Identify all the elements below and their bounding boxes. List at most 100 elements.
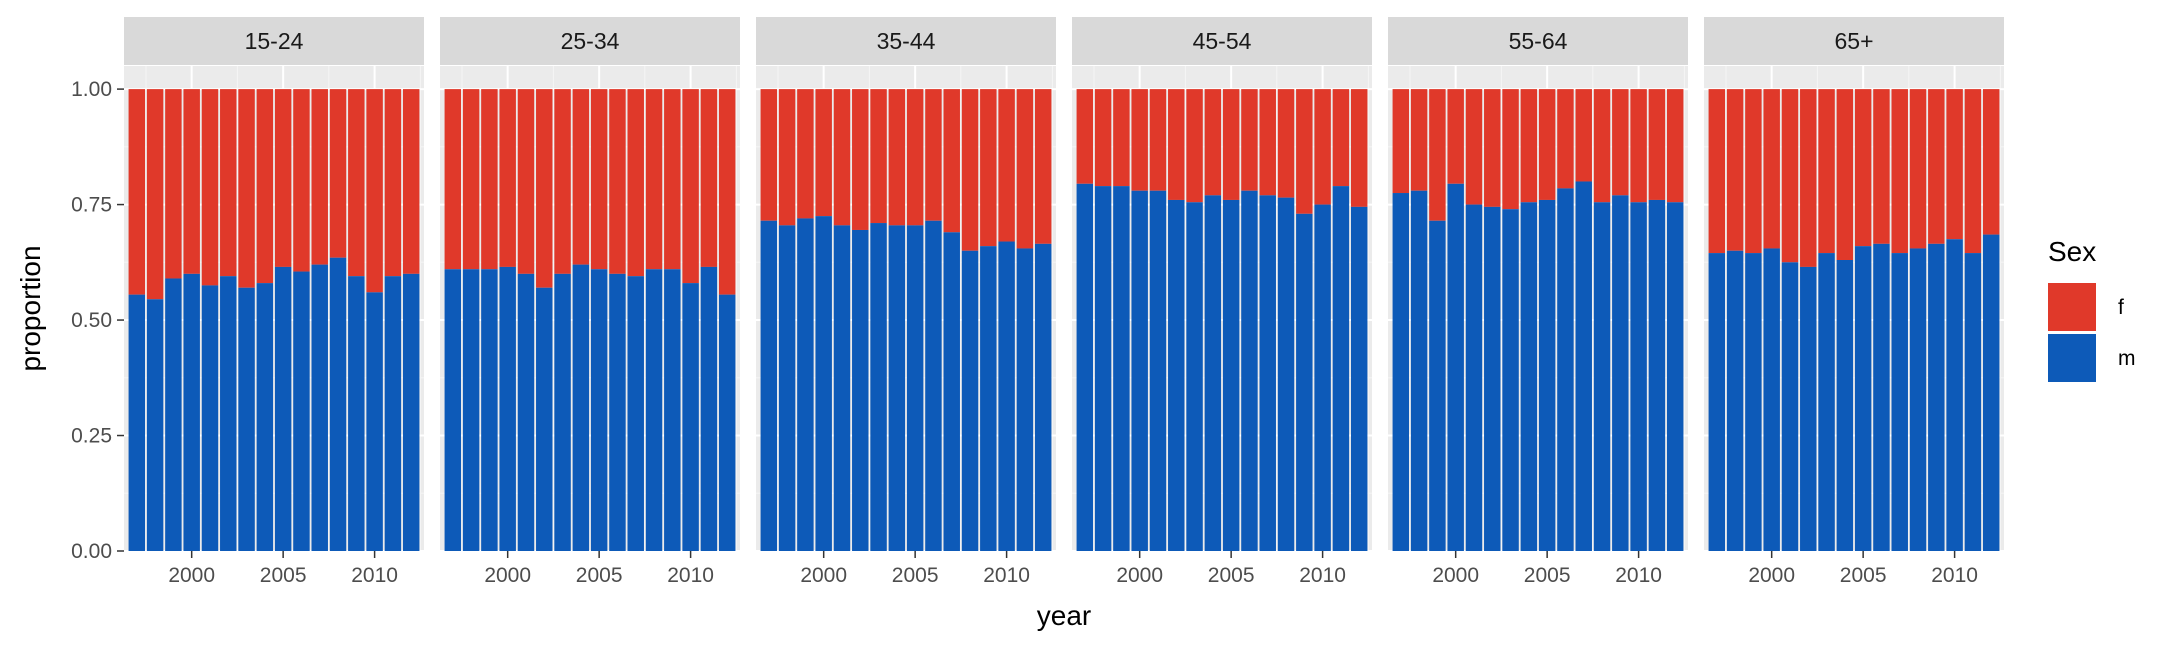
x-tick-label: 2005 [1840,564,1887,587]
bar-m-65+-2000 [1763,248,1780,551]
bar-f-35-44-2005 [906,89,924,226]
bar-f-55-64-2001 [1465,89,1483,205]
bar-m-25-34-2003 [554,273,571,551]
bar-f-25-34-2004 [572,89,590,265]
x-tick-label: 2005 [260,564,307,587]
bar-f-15-24-1998 [146,89,164,300]
bar-f-35-44-1998 [778,89,796,226]
x-tick-label: 2005 [1524,564,1571,587]
facet-strip-65+ [1704,17,2004,65]
bar-m-55-64-2008 [1593,202,1611,551]
y-tick-label: 0.75 [71,194,112,217]
bar-m-55-64-1997 [1392,193,1410,551]
bar-f-55-64-2007 [1575,89,1592,182]
bar-f-15-24-2006 [293,89,310,272]
bar-m-65+-2006 [1873,243,1890,552]
bar-m-45-54-2011 [1332,186,1350,551]
bar-m-65+-2011 [1964,253,1982,552]
bar-m-15-24-2010 [366,292,383,551]
bar-f-15-24-2012 [402,89,420,274]
bar-f-45-54-2001 [1149,89,1167,191]
bar-m-35-44-2010 [998,241,1015,551]
bar-m-65+-2002 [1800,266,1817,551]
bar-m-35-44-2005 [906,225,924,551]
bar-f-65+-1997 [1708,89,1726,254]
legend-key-m [2048,334,2096,382]
bar-f-55-64-2008 [1593,89,1611,203]
x-tick-label: 2000 [484,564,531,587]
bar-m-15-24-1998 [146,299,164,551]
bar-f-25-34-2011 [700,89,718,267]
bar-f-35-44-2008 [961,89,979,251]
bar-f-25-34-2002 [536,89,553,288]
bar-f-45-54-2005 [1222,89,1240,200]
bar-m-15-24-1997 [128,294,146,551]
legend-label-m: m [2118,347,2136,370]
bar-m-45-54-1999 [1113,186,1130,551]
bar-f-35-44-2001 [833,89,851,226]
bar-f-35-44-2003 [870,89,887,224]
bar-f-65+-2009 [1928,89,1945,244]
bar-m-25-34-1998 [462,269,480,551]
bar-f-15-24-2002 [220,89,237,277]
bar-m-35-44-2003 [870,223,887,552]
bar-m-55-64-2010 [1630,202,1647,551]
bar-m-55-64-2004 [1520,202,1538,551]
y-axis-title: proportion [15,245,46,371]
bar-f-55-64-1997 [1392,89,1410,194]
bar-f-45-54-2011 [1332,89,1350,187]
bar-m-45-54-2005 [1222,199,1240,551]
bar-f-25-34-2008 [645,89,663,270]
bar-m-25-34-2006 [609,273,626,551]
bar-m-45-54-2001 [1149,190,1167,551]
bar-f-35-44-1997 [760,89,778,221]
x-tick-label: 2010 [1615,564,1662,587]
bar-m-45-54-2002 [1168,199,1185,551]
bar-f-55-64-2004 [1520,89,1538,203]
bar-m-35-44-2011 [1016,248,1034,551]
bar-f-65+-2000 [1763,89,1780,249]
bar-f-25-34-2010 [682,89,699,284]
bar-m-25-34-2000 [499,266,516,551]
facet-strip-label: 35-44 [877,28,936,54]
bar-m-65+-2005 [1854,246,1872,551]
bar-m-15-24-2006 [293,271,310,551]
bar-f-25-34-2001 [517,89,535,274]
legend-label-f: f [2118,296,2124,319]
x-tick-label: 2010 [1299,564,1346,587]
bar-m-45-54-2008 [1277,197,1295,551]
bar-m-25-34-2004 [572,264,590,551]
x-tick-label: 2000 [1432,564,1479,587]
bar-f-25-34-1999 [481,89,498,270]
bar-m-55-64-2000 [1447,183,1464,552]
bar-m-65+-1998 [1726,250,1744,551]
bar-f-35-44-2011 [1016,89,1034,249]
bar-m-45-54-2004 [1204,195,1222,552]
bar-f-45-54-2003 [1186,89,1203,203]
bar-m-55-64-2009 [1612,195,1629,552]
bar-f-25-34-1998 [462,89,480,270]
facet-strip-35-44 [756,17,1056,65]
bar-m-15-24-2005 [274,266,292,551]
bar-f-15-24-1999 [165,89,182,279]
bar-f-65+-1998 [1726,89,1744,251]
bar-f-45-54-2006 [1241,89,1258,191]
bar-m-15-24-2003 [238,287,255,551]
bar-f-65+-2012 [1982,89,2000,235]
x-tick-label: 2000 [168,564,215,587]
bar-f-15-24-2005 [274,89,292,267]
bar-m-45-54-2007 [1259,195,1276,552]
bar-f-25-34-2003 [554,89,571,274]
bar-m-65+-2001 [1781,262,1799,551]
bar-m-25-34-2012 [718,294,736,551]
bar-f-35-44-2002 [852,89,869,230]
bar-f-45-54-1997 [1076,89,1094,184]
bar-f-35-44-2009 [980,89,997,247]
bar-m-15-24-1999 [165,278,182,551]
bar-f-45-54-2008 [1277,89,1295,198]
bar-m-55-64-2001 [1465,204,1483,552]
bar-m-15-24-2008 [329,257,347,551]
bar-f-15-24-2007 [311,89,328,265]
bar-f-55-64-2005 [1538,89,1556,200]
bar-m-65+-2007 [1891,253,1908,552]
